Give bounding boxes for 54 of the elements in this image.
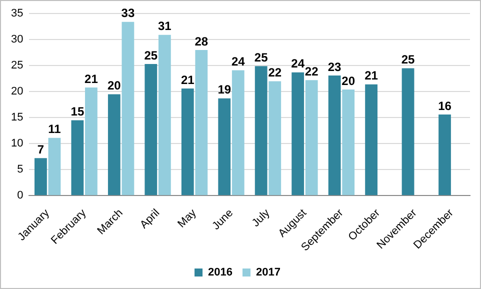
data-label: 15 xyxy=(70,104,84,119)
bar xyxy=(48,138,61,196)
data-label: 21 xyxy=(180,72,195,87)
data-label: 33 xyxy=(121,6,135,20)
y-tick-label: 0 xyxy=(17,190,24,202)
y-tick-label: 5 xyxy=(17,164,24,176)
y-tick-label: 25 xyxy=(10,60,24,72)
data-label: 25 xyxy=(401,52,416,67)
data-label: 22 xyxy=(268,66,282,80)
bar xyxy=(195,50,208,196)
bar xyxy=(108,94,120,196)
bar xyxy=(158,34,171,196)
data-label: 31 xyxy=(158,19,172,34)
bar xyxy=(71,120,84,196)
x-tick-label: July xyxy=(250,206,273,230)
data-label: 20 xyxy=(107,78,122,93)
data-label: 24 xyxy=(231,54,246,69)
bar xyxy=(85,87,98,196)
legend-label: 2016 xyxy=(208,266,233,279)
y-tick-label: 15 xyxy=(10,112,24,124)
bar xyxy=(254,66,268,196)
data-label: 25 xyxy=(144,48,158,62)
bar xyxy=(218,98,231,196)
y-tick-label: 30 xyxy=(10,34,24,46)
bar xyxy=(181,88,194,196)
bar xyxy=(328,75,341,196)
data-label: 21 xyxy=(364,68,378,83)
data-label: 7 xyxy=(37,142,44,156)
x-tick-label: May xyxy=(176,206,200,230)
bar xyxy=(402,68,414,196)
data-label: 16 xyxy=(438,98,452,113)
data-label: 22 xyxy=(304,64,319,78)
data-label: 24 xyxy=(291,56,305,71)
y-tick-label: 35 xyxy=(10,8,24,20)
bar xyxy=(34,158,47,196)
bar xyxy=(365,84,378,196)
data-label: 19 xyxy=(218,82,232,97)
bar xyxy=(144,64,158,196)
y-tick-label: 10 xyxy=(10,138,24,150)
data-label: 25 xyxy=(254,50,268,64)
bar xyxy=(305,80,318,196)
bar xyxy=(342,90,355,196)
bar xyxy=(232,70,244,196)
bar xyxy=(292,72,304,196)
data-label: 28 xyxy=(194,34,208,48)
bar xyxy=(268,81,282,196)
bar xyxy=(438,114,451,196)
y-tick-label: 20 xyxy=(10,86,24,98)
legend-label: 2017 xyxy=(256,266,280,279)
data-label: 11 xyxy=(48,122,62,136)
data-label: 21 xyxy=(84,72,98,86)
data-label: 20 xyxy=(342,74,356,88)
data-label: 23 xyxy=(328,60,342,74)
bar xyxy=(122,22,134,196)
